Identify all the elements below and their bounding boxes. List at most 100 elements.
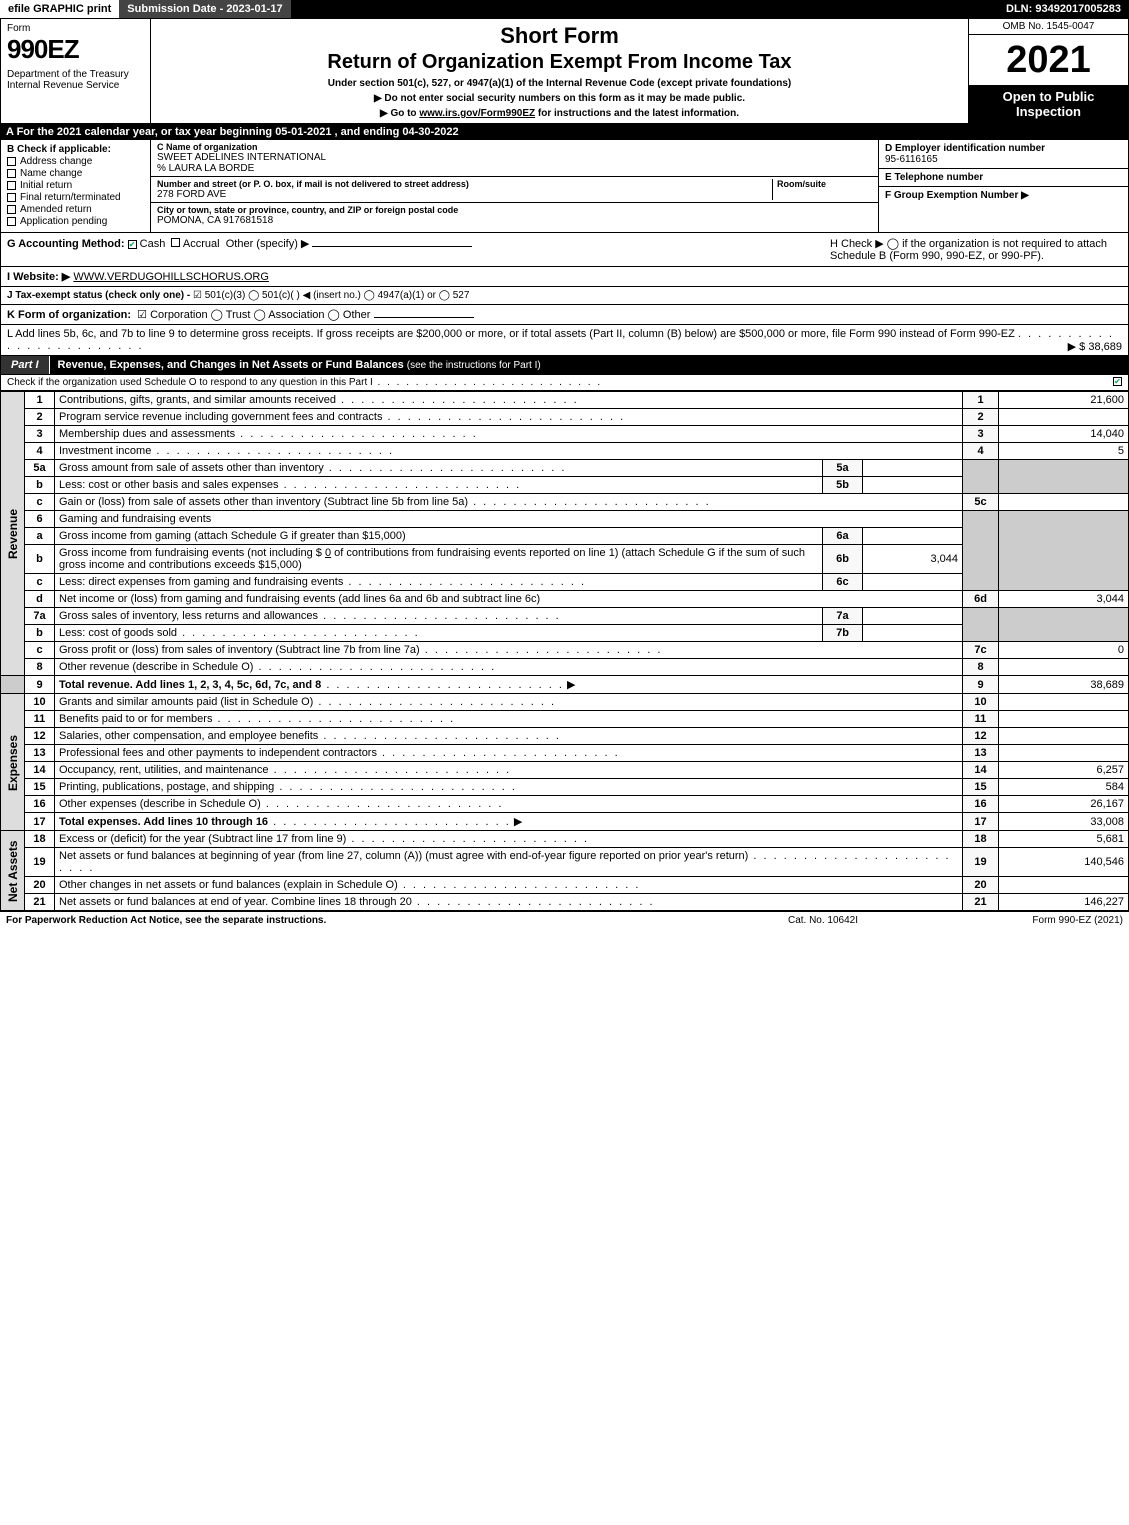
chk-name-change[interactable]: [7, 169, 16, 178]
l15-num: 15: [25, 779, 55, 796]
l20-num: 20: [25, 877, 55, 894]
l6b-mid: 6b: [823, 545, 863, 574]
header-sub1: Under section 501(c), 527, or 4947(a)(1)…: [157, 78, 962, 89]
part1-header: Part I Revenue, Expenses, and Changes in…: [0, 356, 1129, 375]
g-accounting: G Accounting Method: Cash Accrual Other …: [7, 237, 822, 262]
l8-num: 8: [25, 659, 55, 676]
l14-val: 6,257: [999, 762, 1129, 779]
efile-print-label[interactable]: efile GRAPHIC print: [0, 0, 119, 18]
row-l-gross-receipts: L Add lines 5b, 6c, and 7b to line 9 to …: [0, 325, 1129, 356]
l11-num: 11: [25, 711, 55, 728]
l8-rnum: 8: [963, 659, 999, 676]
header-mid: Short Form Return of Organization Exempt…: [151, 19, 968, 123]
omb-number: OMB No. 1545-0047: [969, 19, 1128, 35]
part1-tab: Part I: [1, 356, 50, 374]
l2-desc: Program service revenue including govern…: [59, 411, 382, 423]
l7a-num: 7a: [25, 608, 55, 625]
l5b-desc: Less: cost or other basis and sales expe…: [59, 479, 279, 491]
part1-sub: (see the instructions for Part I): [407, 360, 541, 371]
k-other-blank[interactable]: [374, 317, 474, 318]
l21-desc: Net assets or fund balances at end of ye…: [59, 896, 412, 908]
paperwork-notice: For Paperwork Reduction Act Notice, see …: [6, 915, 723, 926]
l8-desc: Other revenue (describe in Schedule O): [59, 661, 253, 673]
website-link[interactable]: WWW.VERDUGOHILLSCHORUS.ORG: [73, 271, 269, 283]
open-to-public: Open to Public Inspection: [969, 85, 1128, 123]
l6a-midval: [863, 528, 963, 545]
chk-app-pending-label: Application pending: [20, 216, 107, 227]
l13-num: 13: [25, 745, 55, 762]
row-k-org-form: K Form of organization: ☑ Corporation ◯ …: [0, 305, 1129, 325]
l5a-num: 5a: [25, 460, 55, 477]
l6d-rnum: 6d: [963, 591, 999, 608]
care-of: % LAURA LA BORDE: [157, 163, 872, 174]
tax-year: 2021: [969, 35, 1128, 85]
chk-final-return[interactable]: [7, 193, 16, 202]
l12-rnum: 12: [963, 728, 999, 745]
l7b-midval: [863, 625, 963, 642]
l12-val: [999, 728, 1129, 745]
l2-val: [999, 409, 1129, 426]
irs-link[interactable]: www.irs.gov/Form990EZ: [419, 108, 535, 119]
chk-name-change-label: Name change: [20, 168, 82, 179]
chk-cash[interactable]: [128, 240, 137, 249]
g-other-blank[interactable]: [312, 246, 472, 247]
col-c-org: C Name of organization SWEET ADELINES IN…: [151, 140, 878, 232]
l16-val: 26,167: [999, 796, 1129, 813]
l4-rnum: 4: [963, 443, 999, 460]
l6a-desc: Gross income from gaming (attach Schedul…: [59, 530, 406, 542]
chk-amended[interactable]: [7, 205, 16, 214]
col-b-checks: B Check if applicable: Address change Na…: [1, 140, 151, 232]
form-header: Form 990EZ Department of the Treasury In…: [0, 18, 1129, 124]
l9-val: 38,689: [999, 676, 1129, 694]
l14-num: 14: [25, 762, 55, 779]
l1-val: 21,600: [999, 392, 1129, 409]
l10-num: 10: [25, 694, 55, 711]
short-form-title: Short Form: [157, 23, 962, 49]
l17-val: 33,008: [999, 813, 1129, 831]
row-gh: G Accounting Method: Cash Accrual Other …: [0, 233, 1129, 267]
l10-rnum: 10: [963, 694, 999, 711]
col-def: D Employer identification number 95-6116…: [878, 140, 1128, 232]
l9-rnum: 9: [963, 676, 999, 694]
l18-val: 5,681: [999, 831, 1129, 848]
d-ein-value: 95-6116165: [885, 154, 1122, 165]
l13-rnum: 13: [963, 745, 999, 762]
l10-val: [999, 694, 1129, 711]
cat-no: Cat. No. 10642I: [723, 915, 923, 926]
j-label: J Tax-exempt status (check only one) -: [7, 290, 193, 301]
j-options: ☑ 501(c)(3) ◯ 501(c)( ) ◀ (insert no.) ◯…: [193, 290, 469, 301]
l7c-rnum: 7c: [963, 642, 999, 659]
side-expenses: Expenses: [1, 694, 25, 831]
k-label: K Form of organization:: [7, 309, 131, 321]
l16-rnum: 16: [963, 796, 999, 813]
chk-app-pending[interactable]: [7, 217, 16, 226]
l5a-desc: Gross amount from sale of assets other t…: [59, 462, 324, 474]
header-sub3: ▶ Go to www.irs.gov/Form990EZ for instru…: [157, 108, 962, 119]
g-label: G Accounting Method:: [7, 238, 125, 250]
l19-num: 19: [25, 848, 55, 877]
l6abc-grey: [963, 511, 999, 591]
l5c-desc: Gain or (loss) from sale of assets other…: [59, 496, 468, 508]
part1-title-text: Revenue, Expenses, and Changes in Net As…: [58, 359, 404, 371]
chk-address-change[interactable]: [7, 157, 16, 166]
l7a-midval: [863, 608, 963, 625]
check-o-dots: [373, 377, 602, 388]
g-other: Other (specify) ▶: [226, 238, 310, 250]
l20-rnum: 20: [963, 877, 999, 894]
d-ein-label: D Employer identification number: [885, 143, 1122, 154]
chk-final-return-label: Final return/terminated: [20, 192, 121, 203]
l7c-num: c: [25, 642, 55, 659]
return-title: Return of Organization Exempt From Incom…: [157, 51, 962, 74]
l2-num: 2: [25, 409, 55, 426]
city-zip: POMONA, CA 917681518: [157, 215, 872, 226]
l2-rnum: 2: [963, 409, 999, 426]
section-bcdef: B Check if applicable: Address change Na…: [0, 140, 1129, 233]
row-j-tax-status: J Tax-exempt status (check only one) - ☑…: [0, 287, 1129, 305]
chk-initial-return[interactable]: [7, 181, 16, 190]
chk-schedule-o[interactable]: [1113, 377, 1122, 386]
l1-desc: Contributions, gifts, grants, and simila…: [59, 394, 336, 406]
l5c-val: [999, 494, 1129, 511]
l6a-mid: 6a: [823, 528, 863, 545]
chk-accrual[interactable]: [171, 238, 180, 247]
l18-rnum: 18: [963, 831, 999, 848]
